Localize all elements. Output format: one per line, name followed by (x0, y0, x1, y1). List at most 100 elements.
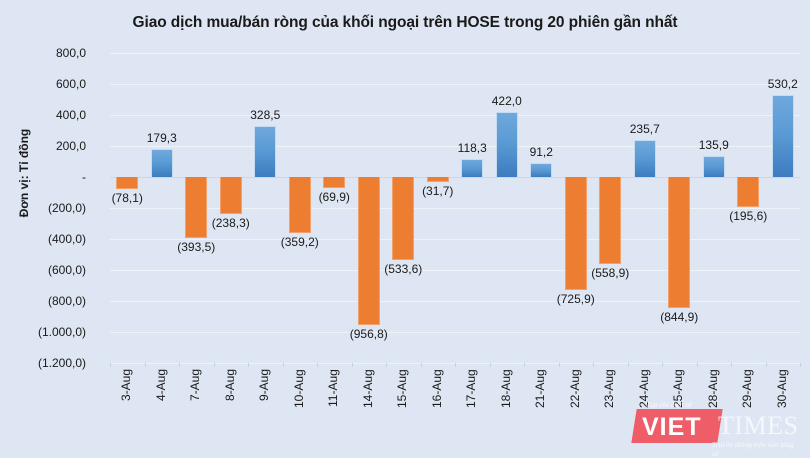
bar[interactable] (288, 177, 311, 233)
x-axis-tick-mark (524, 363, 525, 367)
x-axis-tick-mark (662, 363, 663, 367)
bar[interactable] (116, 177, 139, 190)
bar-value-label: 422,0 (491, 93, 522, 108)
x-axis-tick-mark (213, 363, 215, 367)
x-axis-tick-mark (179, 363, 180, 367)
gridline (110, 53, 800, 54)
bar-value-label: 235,7 (629, 122, 660, 137)
bar-value-label: (844,9) (660, 309, 699, 324)
gridline (110, 270, 800, 271)
x-axis-tick-label: 23-Aug (602, 369, 617, 408)
bar-value-label: (359,2) (280, 234, 319, 249)
bar-value-label: 328,5 (250, 108, 281, 123)
x-axis-tick-label: 24-Aug (636, 369, 651, 408)
x-axis-tick-label: 11-Aug (326, 369, 341, 407)
x-axis-tick-label: 8-Aug (222, 369, 237, 402)
x-axis-tick-label: 30-Aug (774, 369, 789, 408)
bar-value-label: (956,8) (349, 327, 388, 342)
bar[interactable] (150, 149, 173, 177)
bar[interactable] (495, 111, 518, 177)
bar-value-label: 135,9 (698, 137, 729, 152)
bar[interactable] (668, 177, 691, 308)
x-axis-tick-mark (317, 363, 318, 367)
y-axis-tick-label: 200,0 (55, 139, 86, 153)
bar-value-label: (31,7) (422, 183, 454, 198)
bar[interactable] (254, 126, 277, 177)
x-axis-tick-mark (282, 363, 284, 367)
bar-value-label: (195,6) (729, 209, 768, 224)
bar[interactable] (357, 177, 380, 326)
bar[interactable] (426, 177, 449, 182)
y-axis-tick-label: (600,0) (47, 263, 86, 277)
x-axis-tick-label: 15-Aug (395, 369, 410, 408)
x-axis-tick-label: 14-Aug (360, 369, 375, 408)
bar-value-label: 179,3 (146, 131, 177, 146)
x-axis-tick-label: 7-Aug (188, 369, 203, 402)
x-axis-tick-mark (455, 363, 456, 367)
bar[interactable] (530, 162, 553, 177)
x-axis-tick-label: 16-Aug (429, 369, 444, 408)
x-axis-tick-label: 25-Aug (671, 369, 686, 408)
x-axis-tick-label: 3-Aug (119, 369, 134, 402)
x-axis-tick-label: 22-Aug (567, 369, 582, 408)
page-title: Giao dịch mua/bán ròng của khối ngoại tr… (132, 14, 678, 31)
y-axis-tick-label: (1.000,0) (37, 325, 86, 339)
gridline (110, 301, 800, 302)
x-axis-tick-label: 18-Aug (498, 369, 513, 408)
bar-value-label: (533,6) (384, 261, 423, 276)
x-axis-tick-mark (593, 363, 594, 367)
bar-value-label: 118,3 (457, 140, 487, 155)
x-axis-tick-mark (696, 363, 698, 367)
bar-value-label: (78,1) (111, 191, 143, 206)
bar[interactable] (185, 177, 208, 238)
x-axis-tick-mark (248, 363, 249, 367)
bar-value-label: 91,2 (529, 144, 553, 159)
bar[interactable] (599, 177, 622, 264)
x-axis-tick-label: 9-Aug (257, 369, 272, 402)
gridline (110, 332, 800, 333)
bar[interactable] (219, 177, 242, 214)
x-axis-tick-mark (765, 363, 767, 367)
watermark-tagline: Truyền thông trên nền tảng số (712, 440, 794, 458)
gridline (110, 84, 800, 85)
x-axis-tick-label: 28-Aug (705, 369, 720, 408)
bar-value-label: (69,9) (318, 189, 350, 204)
gridline (110, 146, 800, 147)
bar[interactable] (702, 155, 725, 177)
bar[interactable] (771, 94, 794, 177)
y-axis-tick-label: (800,0) (47, 294, 86, 308)
bar[interactable] (392, 177, 415, 260)
x-axis-tick-mark (351, 363, 353, 367)
gridline (110, 208, 800, 209)
x-axis-tick-mark (800, 363, 801, 367)
y-axis-tick-label: 600,0 (55, 77, 86, 91)
bar[interactable] (461, 158, 484, 177)
x-axis-tick-mark (558, 363, 560, 367)
plot-area: 800,0 600,0 400,0 200,0 - (200,0) (400,0) (600,… (38, 46, 801, 408)
bar-value-label: (393,5) (177, 239, 216, 254)
y-axis-tick-label: 400,0 (55, 108, 86, 122)
bar-value-label: (558,9) (591, 265, 630, 280)
y-axis-tick-label: 800,0 (55, 46, 86, 60)
x-axis-tick-mark (627, 363, 629, 367)
y-axis-tick-label: (200,0) (47, 201, 86, 215)
x-axis-tick-mark (110, 363, 111, 367)
bar-value-label: 530,2 (767, 76, 798, 91)
y-axis-tick-label: (1.200,0) (37, 356, 86, 370)
gridline (110, 177, 800, 178)
watermark: Tạp chí điện tử VIET TIMES Truyền thông … (606, 398, 802, 458)
bar[interactable] (564, 177, 587, 290)
bar[interactable] (737, 177, 760, 208)
y-axis-tick-label: - (82, 170, 86, 184)
x-axis-tick-mark (386, 363, 387, 367)
x-axis-tick-label: 10-Aug (291, 369, 306, 408)
bar[interactable] (323, 177, 346, 188)
x-axis-tick-label: 4-Aug (153, 369, 168, 402)
x-axis-tick-mark (489, 363, 491, 367)
x-axis-tick-label: 21-Aug (533, 369, 548, 408)
gridline (110, 239, 800, 240)
bar[interactable] (633, 140, 656, 177)
bar-value-label: (238,3) (211, 215, 250, 230)
x-axis-tick-mark (144, 363, 146, 367)
